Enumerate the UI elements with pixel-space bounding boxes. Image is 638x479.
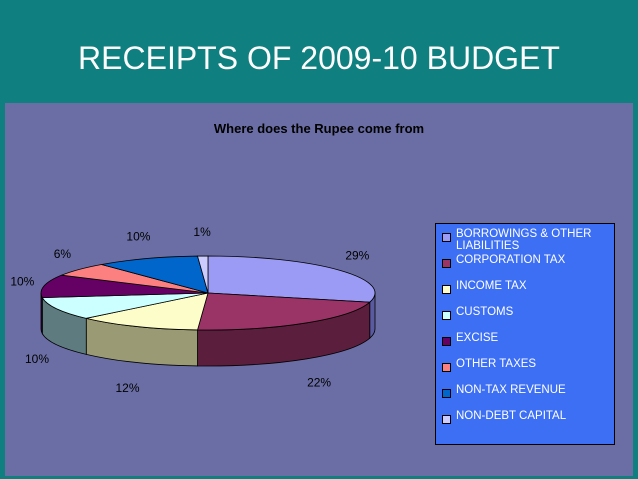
chart-legend: BORROWINGS & OTHER LIABILITIES CORPORATIO… [435, 223, 615, 445]
slide-title: RECEIPTS OF 2009-10 BUDGET [78, 40, 560, 76]
pie-label-non-tax-revenue: 10% [126, 229, 150, 243]
legend-label: CUSTOMS [456, 306, 514, 318]
pie-label-other-taxes: 6% [54, 247, 72, 261]
legend-swatch [442, 233, 451, 242]
legend-swatch [442, 259, 451, 268]
pie-slice-corporation-tax [196, 292, 371, 331]
legend-label: NON-TAX REVENUE [456, 384, 566, 396]
chart-title: Where does the Rupee come from [213, 121, 425, 136]
legend-label: OTHER TAXES [456, 358, 537, 370]
legend-label: NON-DEBT CAPITAL [456, 410, 567, 422]
legend-label: INCOME TAX [456, 280, 527, 292]
legend-swatch [442, 311, 451, 320]
pie-label-corporation-tax: 22% [307, 375, 331, 389]
legend-swatch [442, 337, 451, 346]
legend-swatch [442, 389, 451, 398]
pie-chart: 29% 22% 12% 10% 10% 6% 10% 1% [10, 225, 376, 395]
legend-swatch [442, 285, 451, 294]
pie-slice-customs [41, 292, 209, 319]
legend-label: BORROWINGS & OTHER LIABILITIES [456, 228, 592, 252]
pie-label-borrowings-other-liabilities: 29% [345, 249, 369, 263]
legend-swatch [442, 363, 451, 372]
chart-panel: Where does the Rupee come from 29% 22% 12%… [5, 103, 633, 476]
pie-slice-non-tax-revenue [101, 255, 209, 294]
pie-label-excise: 10% [10, 275, 34, 289]
legend-swatch [442, 415, 451, 424]
legend-label: EXCISE [456, 332, 499, 344]
pie-label-customs: 10% [25, 352, 49, 366]
pie-slice-non-debt-capital [196, 255, 209, 294]
pie-label-non-debt-capital: 1% [193, 225, 211, 239]
pie-slice-excise [40, 274, 209, 299]
pie-slice-borrowings-other-liabilities [207, 255, 376, 303]
pie-side-excise [40, 292, 43, 336]
legend-label: CORPORATION TAX [456, 254, 566, 266]
pie-slice-income-tax [86, 292, 209, 331]
pie-label-income-tax: 12% [116, 381, 140, 395]
